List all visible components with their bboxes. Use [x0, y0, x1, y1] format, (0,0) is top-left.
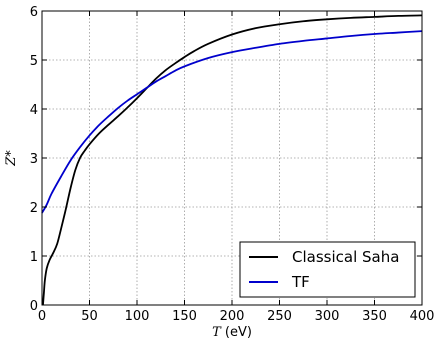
- legend-label-tf: TF: [291, 273, 310, 291]
- x-tick-label: 0: [38, 309, 46, 324]
- ticks: [41, 10, 423, 306]
- x-tick-label: 300: [315, 309, 340, 324]
- x-tick-label: 400: [410, 309, 434, 324]
- series-line-classical-saha: [42, 14, 423, 306]
- y-tick-label: 6: [30, 5, 38, 20]
- x-tick-label: 250: [267, 309, 292, 324]
- x-axis-label-var: T: [212, 325, 222, 340]
- y-tick-label: 5: [30, 54, 38, 69]
- series-layer: [41, 14, 423, 306]
- x-axis-label-unit: (eV): [221, 325, 252, 340]
- y-tick-label: 2: [30, 201, 38, 216]
- legend: Classical Saha TF: [239, 241, 416, 298]
- x-tick-label: 50: [81, 309, 98, 324]
- x-tick-label: 350: [362, 309, 387, 324]
- x-tick-label: 150: [172, 309, 197, 324]
- y-tick-label: 0: [30, 299, 38, 314]
- x-tick-label: 100: [125, 309, 150, 324]
- series-line-tf: [41, 30, 423, 214]
- legend-label-classical-saha: Classical Saha: [292, 248, 399, 266]
- y-tick-label: 1: [30, 250, 38, 265]
- y-axis-label: Z*: [4, 150, 19, 167]
- legend-box: [239, 241, 416, 298]
- y-tick-label: 3: [30, 152, 38, 167]
- x-axis-label: T (eV): [212, 325, 252, 340]
- x-tick-label: 200: [220, 309, 245, 324]
- y-tick-label: 4: [30, 103, 38, 118]
- tick-labels: 0 50 100 150 200 250 300 350 400 0 1 2 3 4 5 6: [30, 5, 434, 324]
